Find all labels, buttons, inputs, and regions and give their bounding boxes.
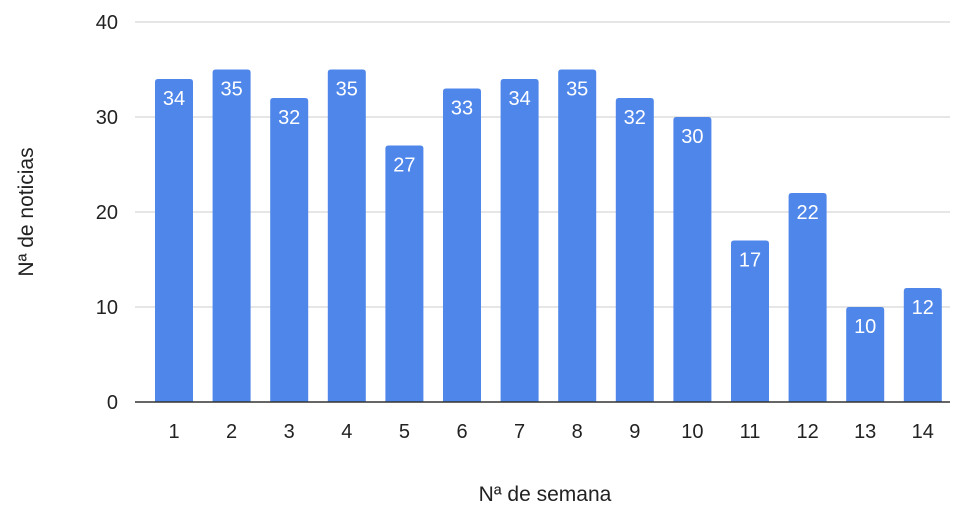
bar-value-label: 35 — [220, 79, 242, 101]
bar — [903, 288, 942, 402]
x-tick-label: 8 — [572, 421, 583, 443]
x-axis-ticks: 1 2 3 4 5 6 7 8 9 10 11 12 13 14 — [168, 421, 933, 443]
x-tick-label: 1 — [168, 421, 179, 443]
bar — [788, 193, 827, 402]
x-tick-label: 5 — [399, 421, 410, 443]
data-labels: 34 35 32 35 27 33 34 35 32 30 17 22 10 12 — [163, 79, 934, 339]
bar — [385, 145, 424, 402]
x-tick-label: 7 — [514, 421, 525, 443]
bar-value-label: 32 — [278, 107, 300, 129]
bar-value-label: 10 — [854, 316, 876, 338]
bar-value-label: 17 — [739, 250, 761, 272]
x-tick-label: 12 — [796, 421, 818, 443]
x-tick-label: 9 — [629, 421, 640, 443]
bar — [615, 98, 654, 402]
bar-value-label: 34 — [163, 88, 185, 110]
bars — [155, 69, 942, 402]
bar — [673, 117, 712, 402]
bar — [558, 69, 597, 402]
bar — [443, 88, 481, 402]
y-axis-title: Nª de noticias — [15, 147, 38, 276]
x-tick-label: 4 — [341, 421, 352, 443]
bar-value-label: 22 — [796, 202, 818, 224]
x-tick-label: 10 — [681, 421, 703, 443]
bar — [500, 79, 539, 402]
bar-value-label: 32 — [624, 107, 646, 129]
y-tick-label: 10 — [96, 297, 118, 319]
bar-value-label: 33 — [451, 98, 473, 120]
bar-value-label: 35 — [566, 79, 588, 101]
x-tick-label: 13 — [854, 421, 876, 443]
y-tick-label: 20 — [96, 202, 118, 224]
y-tick-label: 0 — [107, 392, 118, 414]
bar — [155, 79, 193, 402]
bar — [212, 69, 251, 402]
bar-value-label: 27 — [393, 155, 415, 177]
x-tick-label: 2 — [226, 421, 237, 443]
x-tick-label: 6 — [456, 421, 467, 443]
y-tick-label: 40 — [96, 12, 118, 34]
bar — [731, 240, 769, 402]
bar-value-label: 30 — [681, 126, 703, 148]
bar-value-label: 34 — [508, 88, 530, 110]
gridlines — [135, 21, 950, 308]
x-axis-title: Nª de semana — [479, 483, 612, 506]
bar — [327, 69, 366, 402]
bar-value-label: 12 — [912, 297, 934, 319]
x-tick-label: 3 — [284, 421, 295, 443]
bar — [270, 98, 309, 402]
bar-value-label: 35 — [336, 79, 358, 101]
x-tick-label: 14 — [912, 421, 934, 443]
bar — [846, 307, 885, 402]
y-tick-label: 30 — [96, 107, 118, 129]
y-axis-ticks: 0 10 20 30 40 — [96, 12, 118, 414]
x-tick-label: 11 — [740, 421, 761, 443]
